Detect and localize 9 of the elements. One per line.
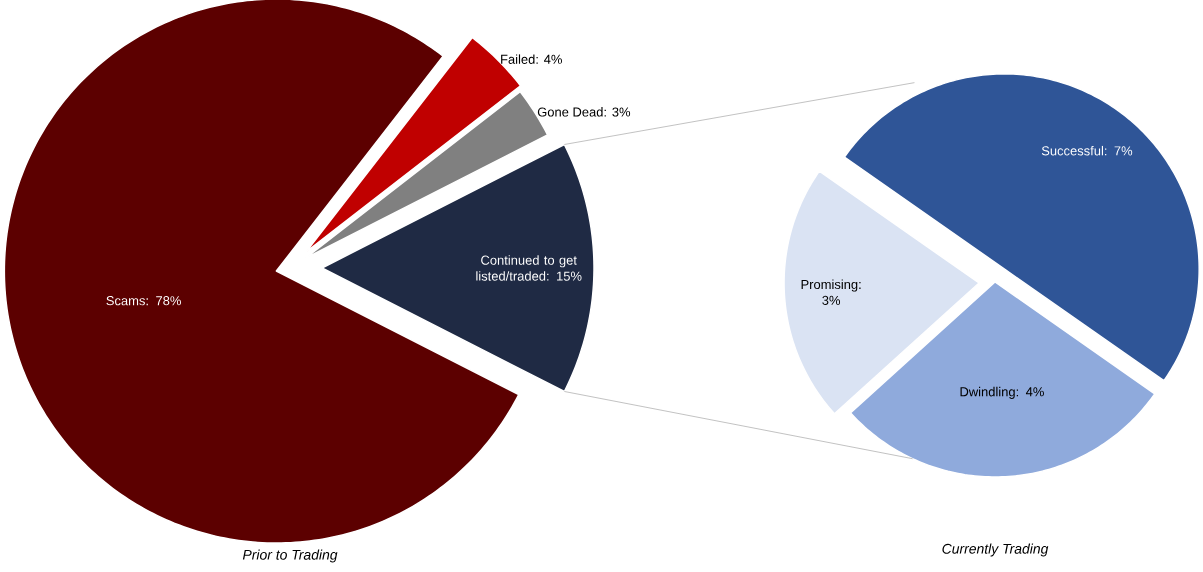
slice-label: Gone Dead: 3% [537, 107, 631, 117]
text: Prior to Trading [242, 549, 338, 563]
slice-label: Dwindling: 4% [960, 386, 1044, 399]
slice-label: Failed: 4% [501, 54, 562, 64]
slice-label: Scams: 78% [106, 296, 181, 306]
slice-label: Continued to get listed/traded: 15% [476, 255, 582, 281]
slice-label: Promising: 3% [801, 279, 861, 305]
text: Currently Trading [942, 543, 1049, 557]
slice-label: Successful: 7% [1041, 145, 1133, 156]
